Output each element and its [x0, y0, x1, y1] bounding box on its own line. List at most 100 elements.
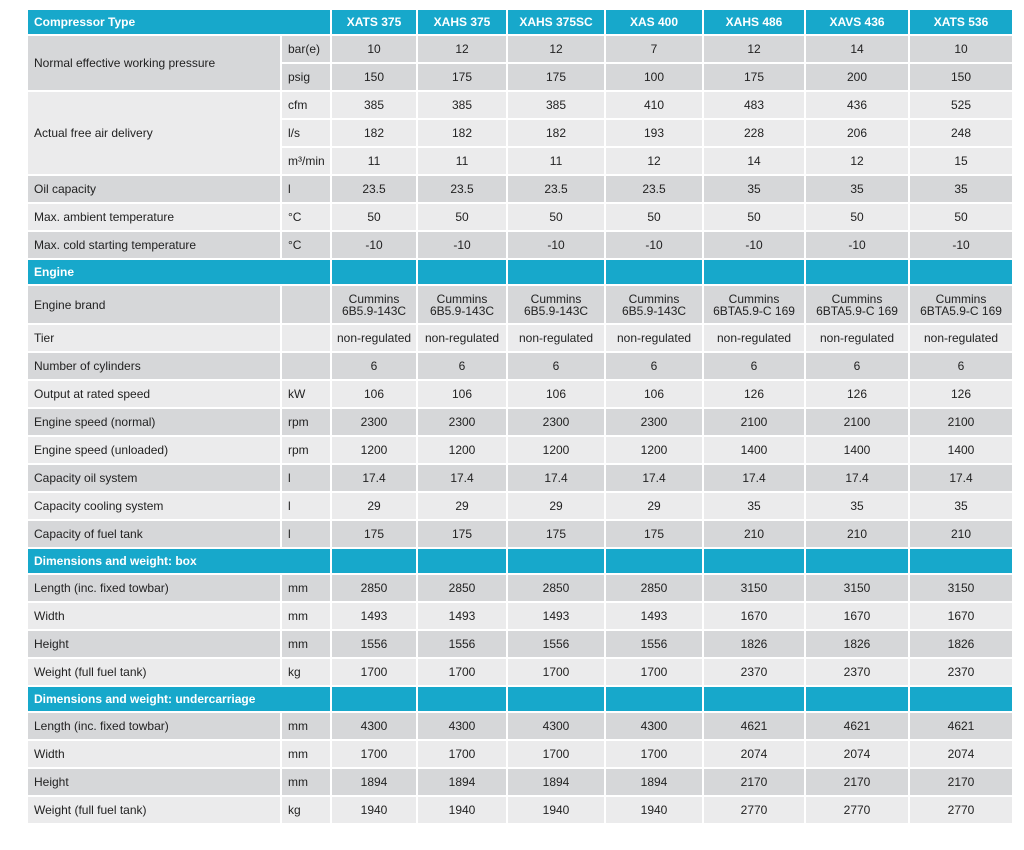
value-cell: 210 — [806, 521, 911, 549]
value-cell: 2074 — [704, 741, 807, 769]
value-cell: 50 — [508, 204, 607, 232]
data-row: Capacity of fuel tank l 175 175 175 175 210 210… — [28, 521, 1015, 549]
section-fill — [332, 687, 419, 713]
value-cell: -10 — [704, 232, 807, 260]
value-cell: Cummins 6BTA5.9-C 169 — [806, 286, 911, 325]
value-cell: Cummins 6B5.9-143C — [332, 286, 419, 325]
value-cell: 2100 — [910, 409, 1015, 437]
value-cell: 106 — [606, 381, 705, 409]
data-row: Weight (full fuel tank) kg 1700 1700 1700 170… — [28, 659, 1015, 687]
value-cell: 1700 — [418, 659, 509, 687]
value-cell: 248 — [910, 120, 1015, 148]
value-cell: 2170 — [704, 769, 807, 797]
header-cell: Compressor Type — [28, 10, 333, 36]
unit-cell: psig — [282, 64, 333, 92]
value-cell: 23.5 — [508, 176, 607, 204]
value-cell: 12 — [508, 36, 607, 64]
value-cell: 12 — [418, 36, 509, 64]
value-cell: 2770 — [806, 797, 911, 825]
value-cell: 1940 — [606, 797, 705, 825]
data-row: Height mm 1556 1556 1556 1556 1826 1826 1826 — [28, 631, 1015, 659]
value-cell: 193 — [606, 120, 705, 148]
value-cell: 6 — [704, 353, 807, 381]
data-row: Max. ambient temperature °C 50 50 50 50 50 50 50 — [28, 204, 1015, 232]
row-label: Width — [28, 741, 282, 769]
value-cell: 6 — [606, 353, 705, 381]
value-cell: 35 — [704, 493, 807, 521]
value-cell: 1556 — [606, 631, 705, 659]
data-row: psig 150 175 175 100 175 200 150 — [28, 64, 1015, 92]
data-row: Capacity oil system l 17.4 17.4 17.4 17.4 17.4… — [28, 465, 1015, 493]
section-title: Dimensions and weight: undercarriage — [28, 687, 333, 713]
value-cell: 385 — [508, 92, 607, 120]
value-cell: 7 — [606, 36, 705, 64]
data-row: Width mm 1700 1700 1700 1700 2074 2074 2074 — [28, 741, 1015, 769]
value-cell: 1894 — [508, 769, 607, 797]
unit-cell — [282, 325, 333, 353]
section-fill — [704, 687, 807, 713]
value-cell: Cummins 6B5.9-143C — [418, 286, 509, 325]
row-label: Output at rated speed — [28, 381, 282, 409]
value-cell: 1200 — [606, 437, 705, 465]
value-cell: 2074 — [806, 741, 911, 769]
value-cell: 2170 — [910, 769, 1015, 797]
column-header: XATS 375 — [332, 10, 419, 36]
value-cell: 14 — [806, 36, 911, 64]
row-label: Max. cold starting temperature — [28, 232, 282, 260]
value-cell: 29 — [606, 493, 705, 521]
value-cell: -10 — [606, 232, 705, 260]
value-cell: 14 — [704, 148, 807, 176]
value-cell: 17.4 — [606, 465, 705, 493]
value-cell: 1894 — [606, 769, 705, 797]
unit-cell: cfm — [282, 92, 333, 120]
data-row: m³/min 11 11 11 12 14 12 15 — [28, 148, 1015, 176]
value-cell: 2850 — [508, 575, 607, 603]
value-cell: 1826 — [806, 631, 911, 659]
unit-cell: l — [282, 465, 333, 493]
row-label: Height — [28, 769, 282, 797]
column-header: XAHS 375 — [418, 10, 509, 36]
value-cell: 2100 — [806, 409, 911, 437]
section-fill — [606, 549, 705, 575]
value-cell: 175 — [508, 521, 607, 549]
value-cell: 4621 — [704, 713, 807, 741]
value-cell: 525 — [910, 92, 1015, 120]
unit-cell: mm — [282, 713, 333, 741]
data-row: Max. cold starting temperature °C -10 -10 -1… — [28, 232, 1015, 260]
column-header: XAVS 436 — [806, 10, 911, 36]
value-cell: 12 — [806, 148, 911, 176]
value-cell: 1700 — [508, 741, 607, 769]
row-label: Tier — [28, 325, 282, 353]
value-cell: 4300 — [606, 713, 705, 741]
value-cell: Cummins 6BTA5.9-C 169 — [910, 286, 1015, 325]
value-cell: 210 — [910, 521, 1015, 549]
row-label: Capacity cooling system — [28, 493, 282, 521]
value-cell: 175 — [418, 521, 509, 549]
value-cell: 4300 — [332, 713, 419, 741]
value-cell: 3150 — [910, 575, 1015, 603]
value-cell: non-regulated — [508, 325, 607, 353]
data-row: Output at rated speed kW 106 106 106 106 126 12… — [28, 381, 1015, 409]
section-fill — [704, 260, 807, 286]
row-label: Engine brand — [28, 286, 282, 325]
row-label: Length (inc. fixed towbar) — [28, 713, 282, 741]
value-cell: 4621 — [806, 713, 911, 741]
value-cell: 17.4 — [704, 465, 807, 493]
value-cell: 10 — [332, 36, 419, 64]
value-cell: 50 — [606, 204, 705, 232]
value-cell: 1940 — [508, 797, 607, 825]
unit-cell: kg — [282, 659, 333, 687]
value-cell: 12 — [606, 148, 705, 176]
value-cell: 4621 — [910, 713, 1015, 741]
value-cell: 126 — [910, 381, 1015, 409]
unit-cell: l — [282, 493, 333, 521]
value-cell: 35 — [910, 493, 1015, 521]
value-cell: -10 — [806, 232, 911, 260]
value-cell: 436 — [806, 92, 911, 120]
data-row: Height mm 1894 1894 1894 1894 2170 2170 2170 — [28, 769, 1015, 797]
section-fill — [508, 687, 607, 713]
value-cell: 385 — [418, 92, 509, 120]
value-cell: 29 — [508, 493, 607, 521]
value-cell: 35 — [704, 176, 807, 204]
value-cell: 4300 — [508, 713, 607, 741]
